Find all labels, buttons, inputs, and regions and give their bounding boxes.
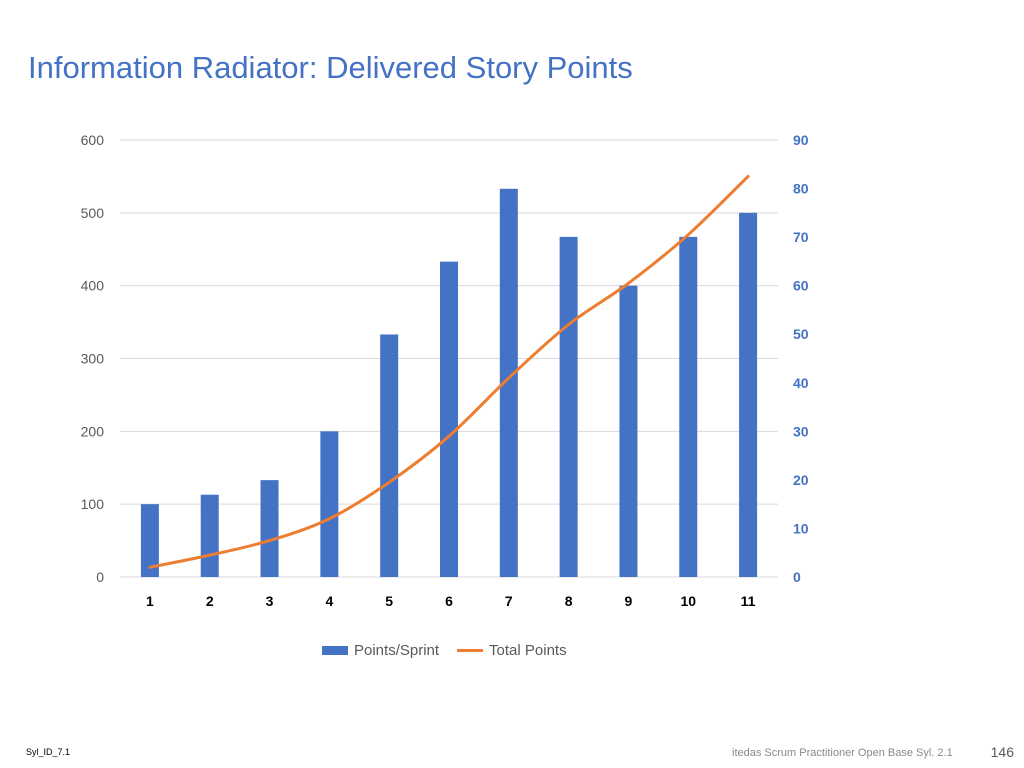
bar-points-per-sprint	[559, 236, 578, 577]
x-tick-label: 10	[680, 593, 696, 609]
x-tick-label: 6	[445, 593, 453, 609]
bar-points-per-sprint	[320, 431, 339, 577]
y-right-tick-label: 20	[793, 472, 809, 488]
y-right-tick-label: 0	[793, 569, 801, 585]
y-left-tick-label: 100	[81, 496, 105, 512]
x-tick-label: 9	[625, 593, 633, 609]
y-right-tick-label: 50	[793, 326, 809, 342]
footer-syllabus-id: Syl_ID_7.1	[26, 747, 71, 757]
x-tick-label: 5	[385, 593, 393, 609]
bar-points-per-sprint	[260, 480, 279, 577]
x-tick-label: 11	[741, 593, 756, 609]
legend-item-points-per-sprint: Points/Sprint	[322, 642, 439, 659]
legend-swatch-bar	[322, 645, 348, 655]
bar-points-per-sprint	[619, 285, 638, 577]
chart-legend: Points/Sprint Total Points	[322, 640, 585, 660]
bar-points-per-sprint	[380, 334, 399, 577]
y-left-tick-label: 0	[96, 569, 104, 585]
y-right-tick-label: 10	[793, 520, 809, 536]
legend-swatch-line	[457, 648, 484, 652]
legend-label-points-per-sprint: Points/Sprint	[354, 641, 440, 659]
bar-points-per-sprint	[499, 188, 518, 577]
bar-points-per-sprint	[679, 236, 698, 577]
y-left-tick-label: 300	[81, 351, 105, 367]
footer-course-name: itedas Scrum Practitioner Open Base Syl.…	[732, 747, 953, 759]
x-tick-label: 7	[505, 593, 513, 609]
y-right-tick-label: 80	[793, 181, 809, 197]
legend-label-total-points: Total Points	[489, 641, 567, 659]
x-tick-label: 4	[325, 593, 333, 609]
y-right-tick-label: 90	[793, 132, 809, 148]
slide-title: Information Radiator: Delivered Story Po…	[28, 50, 633, 85]
x-tick-label: 3	[266, 593, 274, 609]
page-number: 146	[990, 744, 1014, 760]
line-total-points	[148, 174, 750, 569]
x-tick-label: 8	[565, 593, 573, 609]
y-right-tick-label: 70	[793, 229, 809, 245]
y-right-tick-label: 60	[793, 278, 809, 294]
bar-points-per-sprint	[739, 212, 758, 578]
y-right-tick-label: 40	[793, 375, 809, 391]
bar-points-per-sprint	[140, 504, 159, 577]
legend-item-total-points: Total Points	[457, 642, 567, 659]
bar-points-per-sprint	[200, 494, 219, 577]
x-tick-label: 2	[206, 593, 214, 609]
y-left-tick-label: 500	[81, 205, 105, 221]
y-left-tick-label: 400	[81, 278, 105, 294]
y-left-tick-label: 600	[81, 132, 105, 148]
y-left-tick-label: 200	[81, 423, 105, 439]
bar-points-per-sprint	[440, 261, 458, 577]
y-right-tick-label: 30	[793, 423, 809, 439]
x-tick-label: 1	[146, 593, 154, 609]
